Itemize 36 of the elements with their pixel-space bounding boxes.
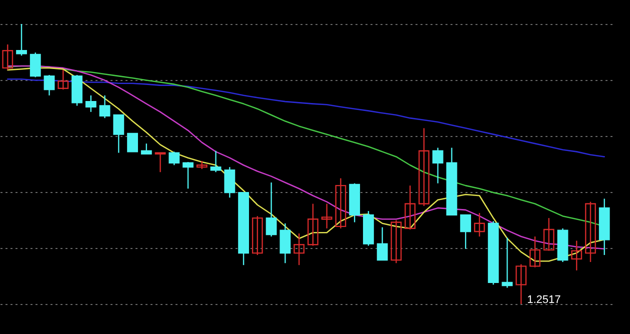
candlestick (127, 132, 138, 152)
candlestick (321, 203, 332, 229)
candlestick (266, 182, 277, 238)
candlestick (460, 214, 472, 250)
candlestick (530, 236, 540, 268)
candlestick (404, 184, 416, 230)
candlestick (543, 217, 554, 252)
candlestick (2, 44, 14, 71)
candlestick (154, 152, 166, 173)
candlestick (99, 94, 110, 119)
candlestick (502, 237, 513, 288)
candlestick (307, 203, 318, 246)
candlestick (168, 151, 180, 166)
candlestick (432, 147, 444, 184)
candlestick (335, 178, 346, 229)
candlestick (390, 220, 402, 264)
candlestick (85, 94, 96, 113)
candlestick (516, 264, 527, 305)
candlestick (140, 142, 152, 155)
candlestick (474, 212, 485, 238)
candlestick (585, 201, 596, 263)
candlestick (571, 240, 582, 271)
candlestick (418, 128, 430, 207)
candlestick (16, 23, 27, 56)
candlestick (294, 232, 305, 266)
annotation: 1.2517 (527, 294, 561, 306)
candlestick (252, 215, 263, 256)
candlestick (58, 69, 69, 90)
candlestick (224, 166, 236, 198)
candlestick (210, 150, 222, 173)
candlestick (113, 114, 124, 154)
candlestick (30, 52, 41, 78)
candlestick (376, 226, 388, 261)
candlestick (44, 74, 55, 96)
candlestick (182, 161, 194, 190)
candlestick (280, 222, 291, 264)
